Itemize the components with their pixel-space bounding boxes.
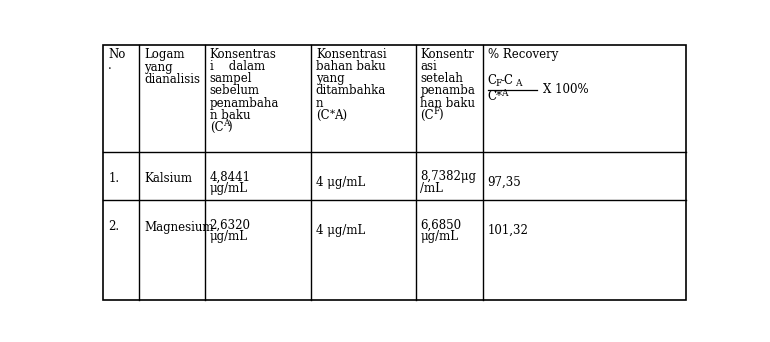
Text: Konsentr: Konsentr bbox=[420, 48, 474, 61]
Text: Konsentras: Konsentras bbox=[209, 48, 276, 61]
Text: 6,6850: 6,6850 bbox=[420, 219, 461, 232]
Text: μg/mL: μg/mL bbox=[420, 229, 458, 242]
Text: (C: (C bbox=[209, 121, 223, 134]
Text: bahan baku: bahan baku bbox=[316, 60, 386, 73]
Text: 4,8441: 4,8441 bbox=[209, 170, 250, 183]
Text: 101,32: 101,32 bbox=[487, 224, 528, 237]
Text: Konsentrasi: Konsentrasi bbox=[316, 48, 387, 61]
Text: /mL: /mL bbox=[420, 182, 444, 195]
Text: ): ) bbox=[438, 109, 443, 122]
Text: (C: (C bbox=[420, 109, 434, 122]
Text: 4 μg/mL: 4 μg/mL bbox=[316, 176, 365, 189]
Text: A): A) bbox=[333, 109, 347, 122]
Text: penamba: penamba bbox=[420, 84, 475, 97]
Text: 97,35: 97,35 bbox=[487, 176, 521, 189]
Text: -C: -C bbox=[500, 74, 514, 87]
Text: sebelum: sebelum bbox=[209, 84, 259, 97]
Text: setelah: setelah bbox=[420, 73, 464, 86]
Text: ditambahka: ditambahka bbox=[316, 84, 386, 97]
Text: 2,6320: 2,6320 bbox=[209, 219, 250, 232]
Text: Logam: Logam bbox=[144, 48, 185, 61]
Text: 8,7382μg: 8,7382μg bbox=[420, 170, 477, 183]
Text: n baku: n baku bbox=[209, 109, 250, 122]
Text: No: No bbox=[108, 48, 126, 61]
Text: A: A bbox=[223, 119, 229, 128]
Text: Magnesium: Magnesium bbox=[144, 221, 213, 234]
Text: C*: C* bbox=[487, 90, 503, 103]
Text: Kalsium: Kalsium bbox=[144, 172, 192, 185]
Text: C: C bbox=[487, 74, 497, 87]
Text: A: A bbox=[514, 79, 521, 88]
Text: .: . bbox=[108, 60, 112, 73]
Text: 1.: 1. bbox=[108, 172, 119, 185]
Text: dianalisis: dianalisis bbox=[144, 74, 200, 87]
Text: A: A bbox=[501, 89, 508, 98]
Text: n: n bbox=[316, 96, 323, 109]
Text: han baku: han baku bbox=[420, 96, 475, 109]
Text: X 100%: X 100% bbox=[543, 83, 588, 96]
Text: F: F bbox=[495, 79, 502, 88]
Text: μg/mL: μg/mL bbox=[209, 182, 248, 195]
Text: F: F bbox=[434, 107, 440, 116]
Text: 2.: 2. bbox=[108, 220, 119, 233]
Text: penambaha: penambaha bbox=[209, 96, 279, 109]
Text: sampel: sampel bbox=[209, 73, 252, 86]
Text: asi: asi bbox=[420, 60, 437, 73]
Text: yang: yang bbox=[316, 73, 344, 86]
Text: % Recovery: % Recovery bbox=[487, 48, 558, 61]
Text: i    dalam: i dalam bbox=[209, 60, 265, 73]
Text: ∗: ∗ bbox=[329, 108, 336, 117]
Text: 4 μg/mL: 4 μg/mL bbox=[316, 224, 365, 237]
Text: (C: (C bbox=[316, 109, 330, 122]
Text: yang: yang bbox=[144, 61, 172, 74]
Text: μg/mL: μg/mL bbox=[209, 229, 248, 242]
Text: ): ) bbox=[228, 121, 233, 134]
